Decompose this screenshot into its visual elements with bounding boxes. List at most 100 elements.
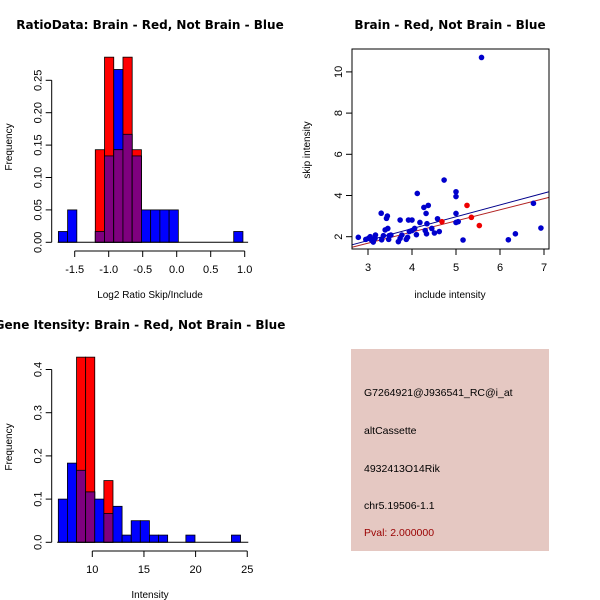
pval-text: Pval: 2.000000	[364, 527, 434, 539]
scatter-point-not-brain	[512, 231, 519, 237]
scatter-point-not-brain	[421, 204, 427, 211]
scatter-point-not-brain	[384, 213, 391, 219]
scatter-y-tick-label: 6	[333, 151, 345, 157]
scatter-point-not-brain	[414, 190, 421, 197]
gene-intensity-bar-not-brain	[57, 498, 68, 543]
ratio-histogram-ylabel: Frequency	[4, 123, 15, 170]
scatter-point-not-brain	[385, 225, 391, 232]
gene-intensity-xlabel: Intensity	[131, 590, 168, 600]
ratio-histogram-bar-not-brain	[57, 231, 69, 243]
ratio-histogram-x-tick-label: 0.5	[203, 264, 218, 276]
scatter-point-not-brain	[417, 219, 423, 226]
scatter-axes: 3 4 5 6 7 2 4 6 8 10	[333, 48, 550, 274]
scatter-point-not-brain	[397, 217, 403, 223]
gene-intensity-y-tick-label: 0.4	[33, 362, 45, 377]
intensity-scatter-panel: Brain - Red, Not Brain - Blue include in…	[302, 18, 550, 301]
scatter-points	[355, 54, 544, 245]
scatter-point-not-brain	[423, 231, 430, 237]
ratio-histogram-bar-not-brain	[233, 231, 244, 243]
scatter-point-not-brain	[478, 54, 485, 61]
scatter-x-tick-label: 6	[497, 262, 503, 274]
ratio-histogram-bar-overlap	[122, 133, 133, 243]
ratio-histogram-y-tick-label: 0.05	[33, 199, 45, 220]
gene-intensity-bar-not-brain	[158, 534, 169, 543]
ratio-histogram-bar-brain	[94, 149, 105, 243]
scatter-point-not-brain	[424, 220, 430, 227]
ratio-histogram-y-tick-label: 0.25	[33, 70, 45, 91]
scatter-point-not-brain	[372, 232, 379, 238]
gene-intensity-y-tick-label: 0.2	[33, 448, 45, 463]
scatter-point-not-brain	[434, 215, 441, 222]
gene-intensity-x-tick-label: 15	[138, 564, 150, 576]
ratio-histogram-xlabel: Log2 Ratio Skip/Include	[97, 290, 203, 301]
scatter-plot-box	[351, 48, 550, 250]
scatter-point-brain	[439, 218, 445, 225]
ratio-histogram-bar-not-brain	[150, 209, 161, 243]
scatter-point-not-brain	[453, 188, 459, 195]
ratio-histogram-bar-overlap	[104, 155, 115, 243]
ratio-histogram-x-tick-label: -0.5	[133, 264, 152, 276]
gene-intensity-bar-not-brain	[130, 520, 141, 543]
gene-intensity-x-tick-label: 10	[86, 564, 98, 576]
scatter-xlabel: include intensity	[414, 290, 485, 301]
scatter-point-not-brain	[380, 232, 387, 239]
scatter-point-not-brain	[453, 210, 459, 217]
scatter-x-tick-label: 4	[409, 262, 415, 274]
scatter-ylabel: skip intensity	[302, 121, 313, 178]
scatter-point-not-brain	[388, 232, 394, 238]
ratio-histogram-bar-overlap	[113, 149, 124, 243]
scatter-point-not-brain	[453, 193, 459, 200]
probe-id-text: G7264921@J936541_RC@i_at	[364, 387, 513, 399]
gene-name-text: 4932413O14Rik	[364, 463, 441, 475]
scatter-point-brain	[464, 202, 470, 209]
scatter-point-not-brain	[441, 177, 447, 183]
gene-intensity-bar-not-brain	[94, 498, 105, 543]
scatter-point-not-brain	[460, 237, 466, 243]
gene-intensity-title: Gene Itensity: Brain - Red, Not Brain - …	[0, 318, 285, 332]
scatter-x-tick-label: 7	[541, 262, 547, 274]
gene-intensity-bar-not-brain	[149, 534, 159, 543]
gene-intensity-bar-not-brain	[185, 534, 196, 543]
gene-intensity-y-tick-label: 0.1	[33, 491, 45, 506]
ratio-histogram-bars	[57, 56, 244, 243]
ratio-histogram-bar-not-brain	[168, 209, 179, 243]
ratio-histogram-bar-not-brain	[159, 209, 170, 243]
scatter-point-not-brain	[423, 210, 429, 217]
ratio-histogram-x-tick-label: 0.0	[169, 264, 184, 276]
ratio-histogram-title: RatioData: Brain - Red, Not Brain - Blue	[16, 18, 283, 32]
scatter-point-not-brain	[355, 234, 362, 241]
gene-intensity-bars	[57, 356, 241, 543]
ratio-histogram-bar-not-brain	[67, 209, 78, 243]
scatter-title: Brain - Red, Not Brain - Blue	[354, 18, 545, 32]
ratio-histogram-axes: 0.00 0.05 0.10 0.15 0.20 0.25 -1.5 -1.0 -0.5 0.0 0…	[33, 70, 253, 276]
location-text: chr5.19506-1.1	[364, 500, 435, 512]
gene-intensity-bar-not-brain	[112, 505, 123, 543]
gene-intensity-axes: 0.0 0.1 0.2 0.3 0.4 10 15 20 25	[33, 362, 254, 576]
scatter-point-brain	[468, 214, 475, 221]
gene-intensity-y-tick-label: 0.0	[33, 535, 45, 550]
scatter-point-not-brain	[538, 225, 544, 231]
gene-intensity-bar-not-brain	[121, 534, 132, 543]
scatter-y-tick-label: 2	[333, 234, 345, 240]
ratio-histogram-bar-overlap	[131, 155, 142, 243]
ratio-histogram-bar-not-brain	[141, 209, 152, 243]
scatter-y-tick-label: 8	[333, 110, 345, 116]
scatter-x-tick-label: 5	[453, 262, 459, 274]
scatter-point-not-brain	[411, 225, 418, 232]
gene-intensity-bar-overlap	[76, 469, 87, 543]
gene-intensity-x-tick-label: 20	[189, 564, 201, 576]
scatter-y-tick-label: 10	[333, 66, 345, 78]
ratio-histogram-x-tick-label: 1.0	[237, 264, 252, 276]
scatter-x-tick-label: 3	[365, 262, 371, 274]
gene-intensity-x-tick-label: 25	[241, 564, 253, 576]
gene-intensity-y-tick-label: 0.3	[33, 405, 45, 420]
info-panel-background	[351, 349, 549, 551]
ratio-histogram-y-tick-label: 0.10	[33, 167, 45, 188]
ratio-histogram-y-tick-label: 0.00	[33, 232, 45, 253]
scatter-point-not-brain	[404, 234, 411, 241]
scatter-point-brain	[476, 222, 483, 229]
info-panel: G7264921@J936541_RC@i_at altCassette 493…	[351, 349, 549, 551]
gene-intensity-ylabel: Frequency	[4, 423, 15, 470]
ratio-histogram-panel: RatioData: Brain - Red, Not Brain - Blue…	[4, 18, 284, 301]
